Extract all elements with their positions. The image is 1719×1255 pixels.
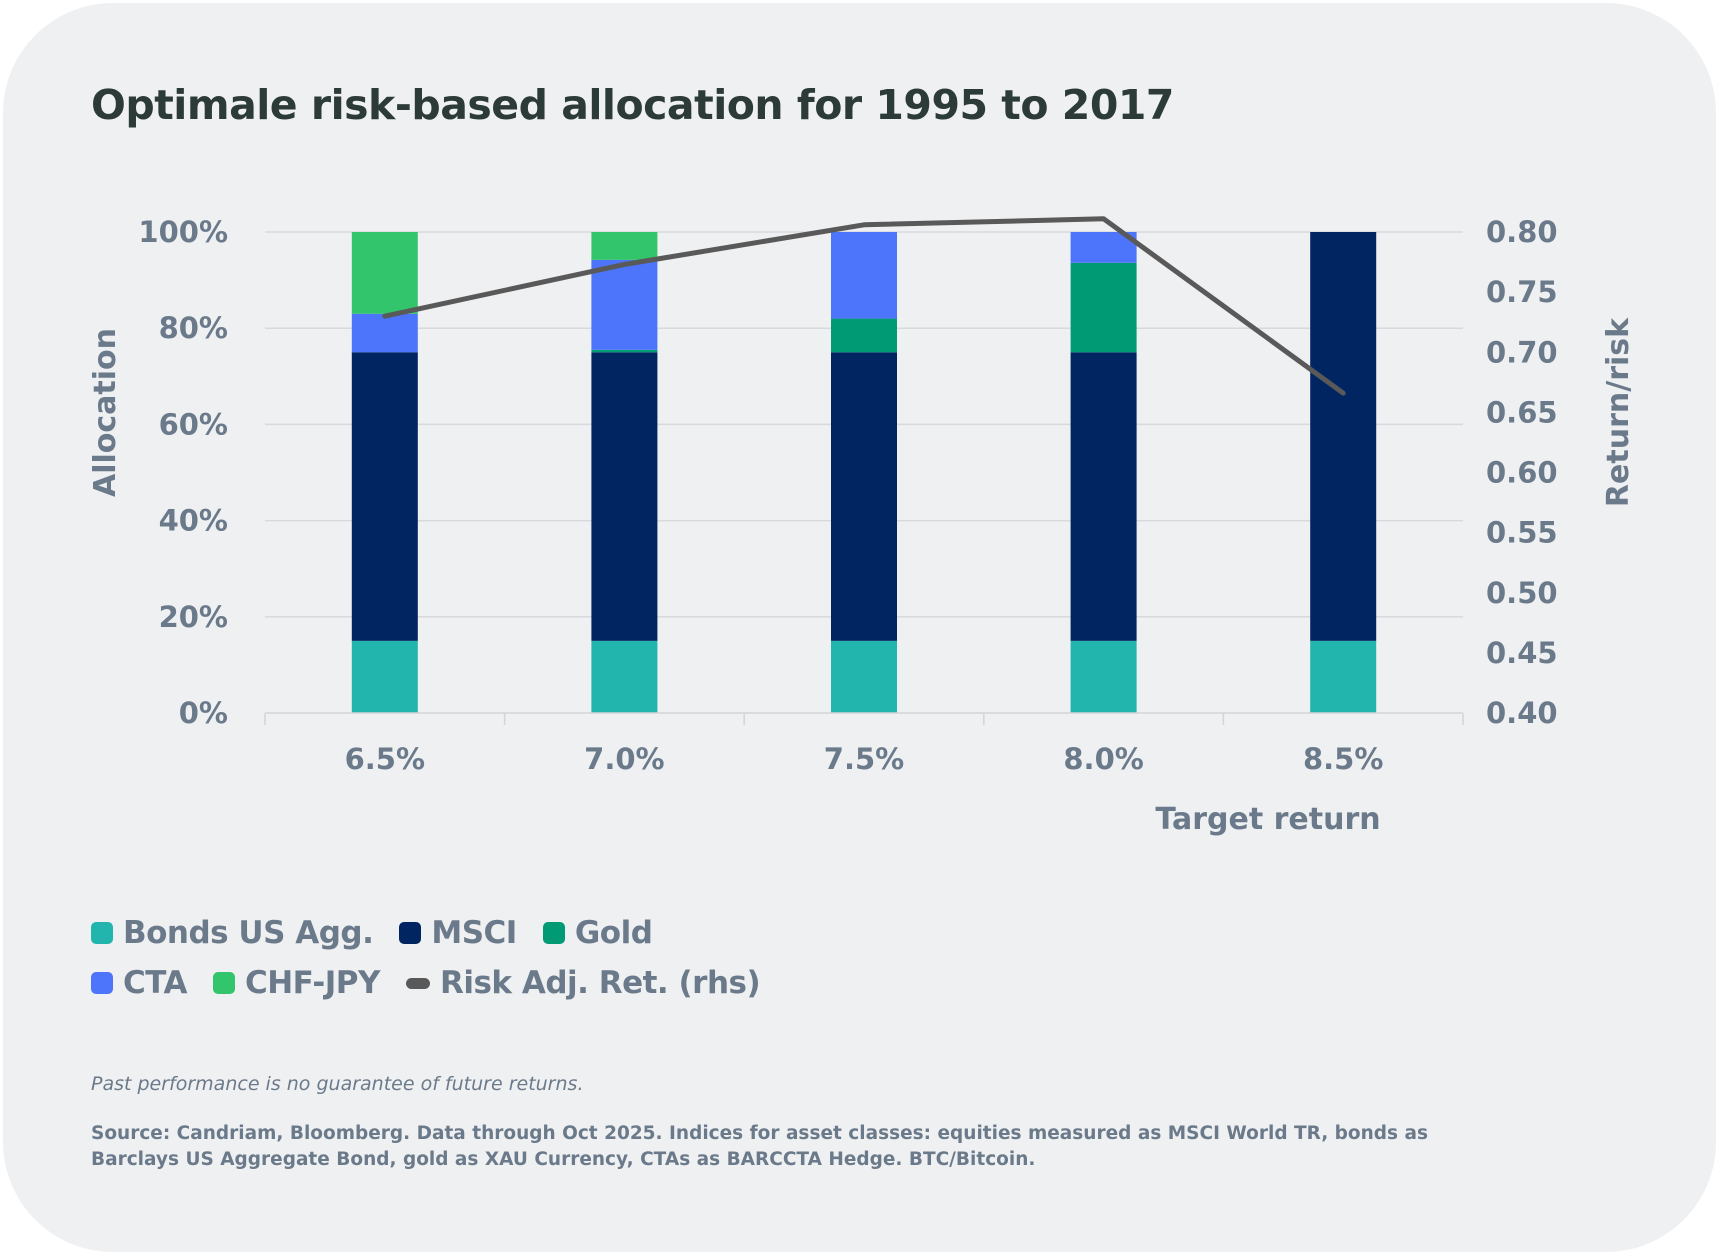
legend-item-cta: CTA	[91, 965, 187, 1001]
legend-row: CTA CHF-JPY Risk Adj. Ret. (rhs)	[91, 958, 786, 1008]
legend-swatch-cta	[91, 972, 113, 994]
legend-item-bonds: Bonds US Agg.	[91, 915, 374, 951]
y2-axis-label: Return/risk	[1601, 317, 1636, 507]
bar-segment	[1070, 352, 1137, 641]
bar-segment	[831, 640, 897, 713]
y-tick-label: 40%	[159, 504, 228, 538]
x-axis: 6.5% 7.0% 7.5% 8.0% 8.5%	[264, 712, 1464, 776]
bar-segment	[1310, 232, 1377, 641]
bar-segment	[591, 640, 658, 713]
legend-item-chf-jpy: CHF-JPY	[212, 965, 381, 1001]
disclaimer-text: Past performance is no guarantee of futu…	[91, 1073, 584, 1095]
y-tick-label: 80%	[159, 311, 228, 345]
y2-tick-label: 0.80	[1486, 215, 1558, 249]
bar-segment	[1070, 640, 1137, 713]
legend-swatch-gold	[542, 922, 565, 944]
legend-label: CHF-JPY	[244, 965, 381, 1001]
y-tick-label: 100%	[138, 215, 228, 249]
bar-segment	[351, 352, 418, 641]
x-axis-label: Target return	[1155, 802, 1380, 837]
x-tick-label: 8.0%	[1063, 742, 1143, 776]
y2-tick-label: 0.45	[1486, 636, 1558, 670]
legend: Bonds US Agg. MSCI Gold CTA CHF-JPY	[91, 908, 786, 1008]
bar-segment	[1070, 262, 1137, 353]
legend-label: Gold	[574, 915, 653, 951]
bar-segment	[351, 232, 418, 314]
bar-segment	[351, 640, 418, 713]
bar-segment	[831, 232, 897, 319]
y-axis-label: Allocation	[88, 328, 123, 497]
y2-tick-label: 0.65	[1486, 395, 1558, 429]
chart-title: Optimale risk-based allocation for 1995 …	[91, 81, 1174, 129]
y2-tick-label: 0.50	[1486, 576, 1558, 610]
legend-row: Bonds US Agg. MSCI Gold	[91, 908, 786, 958]
bar-segment	[591, 349, 658, 353]
bar-segment	[1310, 640, 1377, 713]
x-tick-label: 7.0%	[584, 742, 664, 776]
bar-segment	[831, 352, 897, 641]
y-axis-right: 0.40 0.45 0.50 0.55 0.60 0.65 0.70 0.75 0.80	[1486, 215, 1558, 730]
legend-swatch-msci	[399, 922, 422, 944]
bar-segment	[831, 318, 897, 353]
y2-tick-label: 0.75	[1486, 275, 1558, 309]
y2-tick-label: 0.55	[1486, 516, 1558, 550]
bar-segment	[351, 313, 418, 353]
x-tick-label: 6.5%	[345, 742, 425, 776]
stacked-bars	[351, 232, 1377, 713]
risk-adjusted-return-line	[382, 216, 1346, 396]
legend-swatch-line	[405, 977, 430, 989]
legend-label: Bonds US Agg.	[123, 915, 374, 951]
y2-tick-label: 0.60	[1486, 456, 1558, 490]
bar-segment	[591, 232, 658, 260]
x-tick-label: 7.5%	[824, 742, 904, 776]
legend-label: Risk Adj. Ret. (rhs)	[439, 965, 761, 1001]
legend-swatch-bonds	[91, 922, 113, 944]
legend-swatch-chf-jpy	[212, 972, 235, 994]
y-tick-label: 20%	[159, 600, 228, 634]
y-axis-left: 0% 20% 40% 60% 80% 100%	[138, 215, 228, 730]
legend-item-risk-adj-ret: Risk Adj. Ret. (rhs)	[405, 965, 761, 1001]
bar-segment	[591, 259, 658, 350]
legend-label: MSCI	[431, 915, 517, 951]
x-tick-label: 8.5%	[1303, 742, 1383, 776]
y2-tick-label: 0.40	[1486, 696, 1558, 730]
legend-item-gold: Gold	[542, 915, 653, 951]
bar-segment	[591, 352, 658, 641]
legend-label: CTA	[123, 965, 187, 1001]
y2-tick-label: 0.70	[1486, 335, 1558, 369]
y-tick-label: 0%	[179, 696, 228, 730]
legend-item-msci: MSCI	[399, 915, 517, 951]
y-tick-label: 60%	[159, 407, 228, 441]
chart-card: Optimale risk-based allocation for 1995 …	[3, 3, 1716, 1252]
chart-plot: 6.5% 7.0% 7.5% 8.0% 8.5% 0%20%40%60%80%100% …	[88, 215, 1636, 837]
source-note: Source: Candriam, Bloomberg. Data throug…	[91, 1123, 1428, 1170]
